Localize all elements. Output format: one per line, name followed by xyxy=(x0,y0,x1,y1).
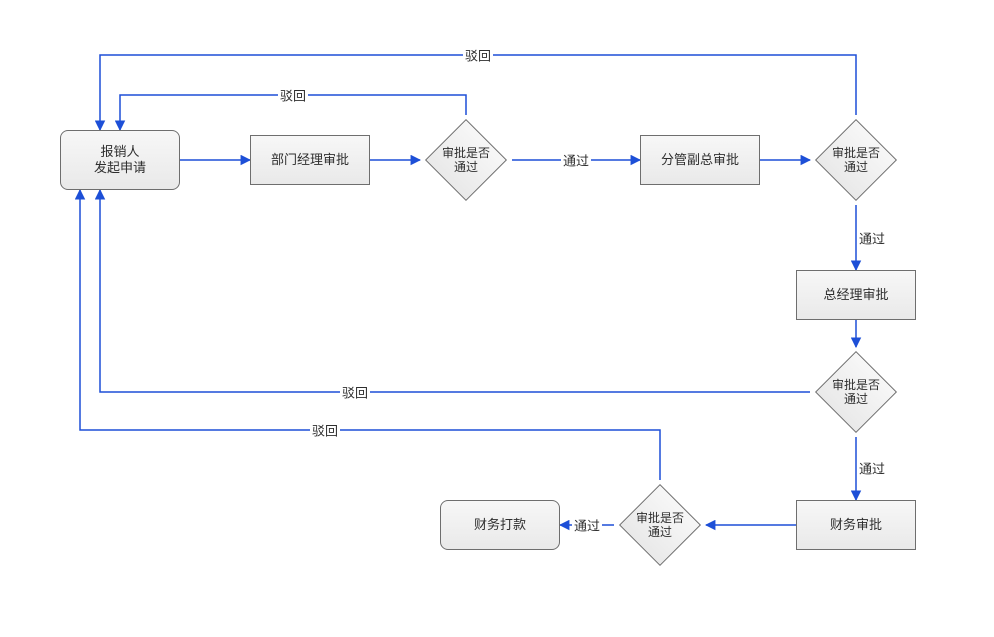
edge-e13 xyxy=(80,190,660,480)
edge-e6 xyxy=(100,55,856,130)
edge-label-e13: 驳回 xyxy=(310,421,340,440)
node-decision-1-label-line2: 通过 xyxy=(454,160,478,174)
node-decision-2-label-line2: 通过 xyxy=(844,160,868,174)
node-decision-1: 审批是否 通过 xyxy=(437,131,495,189)
node-vice-gm: 分管副总审批 xyxy=(640,135,760,185)
node-decision-3-label-line1: 审批是否 xyxy=(832,378,880,392)
node-dept-manager-label: 部门经理审批 xyxy=(271,152,349,168)
edge-label-e6: 驳回 xyxy=(463,46,493,65)
node-finance-label: 财务审批 xyxy=(830,517,882,533)
node-dept-manager: 部门经理审批 xyxy=(250,135,370,185)
node-decision-3-label-line2: 通过 xyxy=(844,392,868,406)
node-finance: 财务审批 xyxy=(796,500,916,550)
edge-e9 xyxy=(100,190,810,392)
node-decision-4-label-line2: 通过 xyxy=(648,525,672,539)
node-applicant: 报销人 发起申请 xyxy=(60,130,180,190)
node-gm: 总经理审批 xyxy=(796,270,916,320)
node-decision-1-label-line1: 审批是否 xyxy=(442,146,490,160)
flowchart-canvas: 报销人 发起申请 部门经理审批 审批是否 通过 分管副总审批 审批是否 通过 总… xyxy=(0,0,994,637)
node-decision-3: 审批是否 通过 xyxy=(827,363,885,421)
node-applicant-label-line1: 报销人 xyxy=(100,144,139,159)
node-vice-gm-label: 分管副总审批 xyxy=(661,152,739,168)
node-applicant-label-line2: 发起申请 xyxy=(94,160,146,175)
node-decision-4: 审批是否 通过 xyxy=(631,496,689,554)
edge-label-e12: 通过 xyxy=(572,516,602,535)
edge-label-e9: 驳回 xyxy=(340,383,370,402)
node-decision-4-label-line1: 审批是否 xyxy=(636,511,684,525)
edge-label-e7: 通过 xyxy=(857,229,887,248)
node-payout-label: 财务打款 xyxy=(474,517,526,533)
node-payout: 财务打款 xyxy=(440,500,560,550)
edge-label-e3: 通过 xyxy=(561,151,591,170)
node-gm-label: 总经理审批 xyxy=(823,287,888,303)
edge-label-e4: 驳回 xyxy=(278,86,308,105)
edge-label-e10: 通过 xyxy=(857,459,887,478)
node-decision-2: 审批是否 通过 xyxy=(827,131,885,189)
node-decision-2-label-line1: 审批是否 xyxy=(832,146,880,160)
